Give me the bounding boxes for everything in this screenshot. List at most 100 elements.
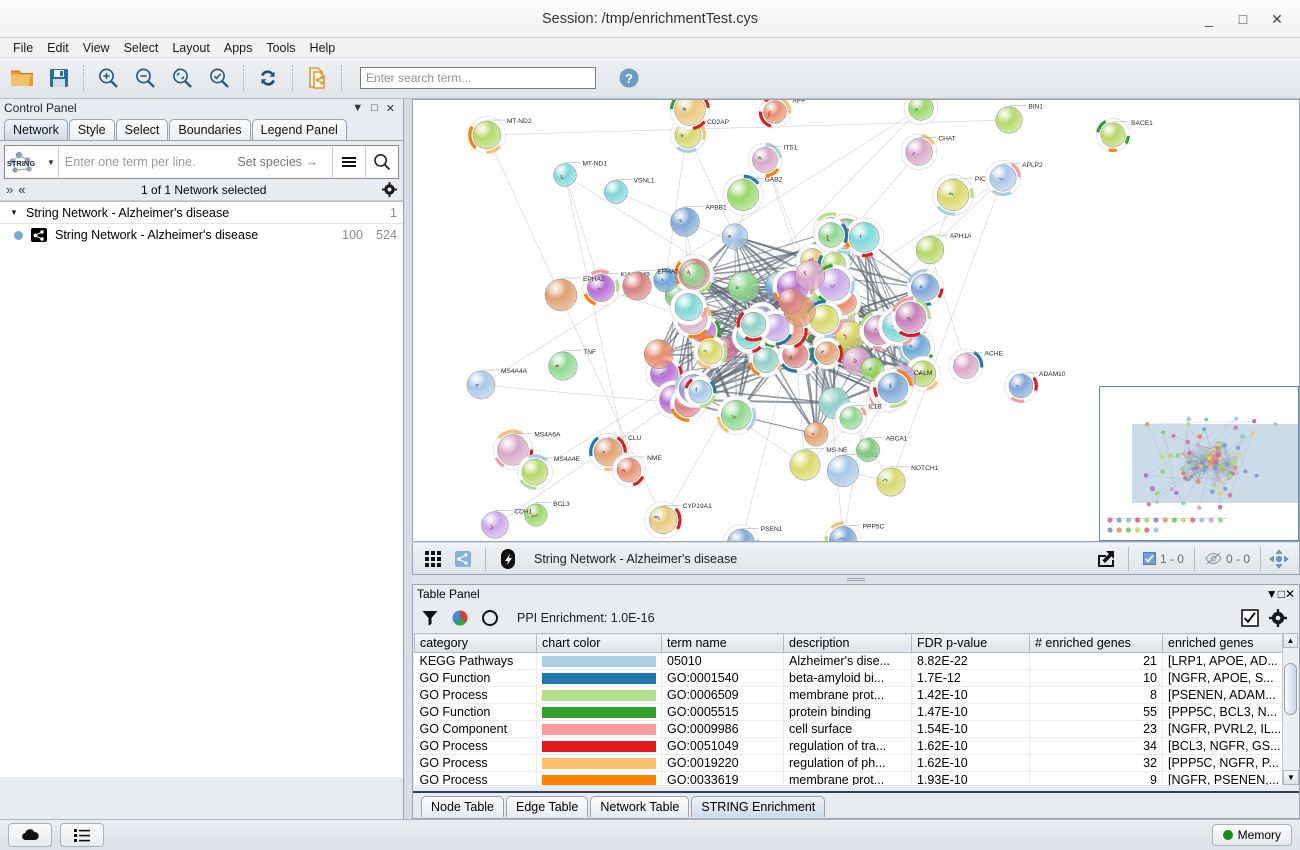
hamburger-icon[interactable] [333,146,365,178]
tab-boundaries[interactable]: Boundaries [169,119,251,140]
network-node[interactable] [795,260,826,291]
network-node[interactable] [648,505,678,535]
tree-root-row[interactable]: ▼ String Network - Alzheimer's disease 1 [0,202,403,224]
table-panel-float-button[interactable]: □ [1277,587,1285,601]
network-node[interactable] [915,235,945,265]
tab-string-enrichment[interactable]: STRING Enrichment [691,796,826,817]
network-graph[interactable]: MT-ND2 MT-ND1 VSNL1 CD2AP MS4A4A MS4A6A MS4A4E… [413,100,1299,541]
filter-icon[interactable] [421,609,439,627]
network-node[interactable] [674,293,703,322]
save-icon[interactable] [41,61,77,95]
network-node[interactable] [521,458,549,486]
network-node[interactable] [616,457,642,483]
set-species-link[interactable]: Set species → [237,155,318,169]
network-node[interactable] [688,380,712,404]
network-node[interactable] [803,421,829,447]
network-node[interactable] [789,449,821,481]
string-app-icon[interactable] [449,546,477,572]
hidden-count-chip[interactable]: 0 - 0 [1199,552,1256,566]
network-node[interactable] [721,223,749,250]
minimize-button[interactable]: _ [1205,11,1213,27]
select-all-checkbox-icon[interactable] [1241,609,1259,627]
share-export-icon[interactable] [1092,546,1120,572]
table-vertical-scrollbar[interactable]: ▲ ▼ [1282,633,1299,785]
network-node[interactable] [910,273,940,302]
control-panel-float-button[interactable]: □ [371,102,378,114]
grid-layout-icon[interactable] [419,546,447,572]
network-node[interactable] [849,222,880,253]
menu-file[interactable]: File [13,40,34,55]
pie-chart-icon[interactable] [451,609,469,627]
tree-twisty-icon[interactable]: ▼ [10,208,18,217]
network-node[interactable] [721,399,752,431]
navigate-icon[interactable] [1265,546,1293,572]
network-node[interactable] [622,271,652,301]
open-folder-icon[interactable] [4,61,40,95]
expand-down-icon[interactable]: » [6,182,14,197]
table-row[interactable]: GO Process GO:0033619 membrane prot... 1.93… [414,771,1284,785]
zoom-in-icon[interactable] [90,61,126,95]
column-header-fdr-pvalue[interactable]: FDR p-value [911,633,1030,653]
tab-select[interactable]: Select [115,119,169,140]
network-node[interactable] [877,372,909,404]
tab-node-table[interactable]: Node Table [421,796,505,817]
network-node[interactable] [472,120,502,150]
donut-chart-icon[interactable] [481,609,499,627]
network-node[interactable] [815,341,839,365]
network-node[interactable] [953,353,979,379]
table-panel-close-button[interactable]: ✕ [1284,587,1295,601]
network-node[interactable] [1100,122,1126,148]
magnifier-icon[interactable] [366,146,398,178]
table-row[interactable]: GO Process GO:0006509 membrane prot... 1.42… [414,686,1284,704]
network-node[interactable] [818,222,844,248]
network-node[interactable] [856,438,880,462]
network-nodes[interactable]: MT-ND2 MT-ND1 VSNL1 CD2AP MS4A4A MS4A6A MS4A4E… [466,100,1153,541]
network-node[interactable] [778,288,805,314]
birds-eye-overview[interactable] [1099,386,1299,541]
menu-select[interactable]: Select [123,40,159,55]
scroll-down-arrow-icon[interactable]: ▼ [1283,770,1299,785]
table-row[interactable]: GO Component GO:0009986 cell surface 1.54E-… [414,720,1284,738]
network-node[interactable] [544,278,578,312]
network-node[interactable] [643,339,674,370]
annotation-icon[interactable] [494,546,522,572]
network-node[interactable] [839,406,863,430]
control-panel-close-button[interactable]: ✕ [385,102,395,115]
menu-help[interactable]: Help [309,40,336,55]
network-node[interactable] [763,100,787,124]
column-header-term-name[interactable]: term name [661,633,784,653]
panel-splitter[interactable] [412,575,1300,584]
column-header-category[interactable]: category [414,633,537,653]
network-node[interactable] [727,528,755,541]
settings-gear-icon[interactable] [1269,609,1287,627]
network-node[interactable] [753,347,779,373]
column-header-chart-color[interactable]: chart color [536,633,662,653]
network-node[interactable] [681,262,707,288]
control-panel-collapse-button[interactable]: ▼ [352,102,364,114]
task-list-icon[interactable] [60,823,104,847]
network-node[interactable] [548,351,578,381]
network-node[interactable] [593,437,623,467]
table-row[interactable]: GO Function GO:0001540 beta-amyloid bi... 1… [414,669,1284,687]
network-node[interactable] [466,370,496,400]
network-node[interactable] [674,100,706,126]
species-dropdown-caret-icon[interactable]: ▼ [47,157,55,167]
maximize-button[interactable]: □ [1238,11,1248,27]
memory-status-button[interactable]: Memory [1211,824,1292,846]
network-node[interactable] [895,301,927,333]
network-node[interactable] [876,467,906,497]
column-header-enriched-genes[interactable]: enriched genes [1162,633,1284,653]
network-node[interactable] [908,100,934,121]
zoom-fit-icon[interactable] [201,61,237,95]
tree-child-row[interactable]: String Network - Alzheimer's disease 100… [0,224,403,246]
network-view-canvas[interactable]: MT-ND2 MT-ND1 VSNL1 CD2AP MS4A4A MS4A6A MS4A4E… [412,99,1300,542]
tab-legend-panel[interactable]: Legend Panel [251,119,347,140]
menu-apps[interactable]: Apps [223,40,253,55]
network-node[interactable] [497,434,529,466]
network-node[interactable] [995,106,1023,134]
network-node[interactable] [587,274,615,302]
tab-network[interactable]: Network [4,119,68,140]
network-node[interactable] [1008,373,1034,399]
network-node[interactable] [697,339,723,365]
network-node[interactable] [905,138,933,166]
